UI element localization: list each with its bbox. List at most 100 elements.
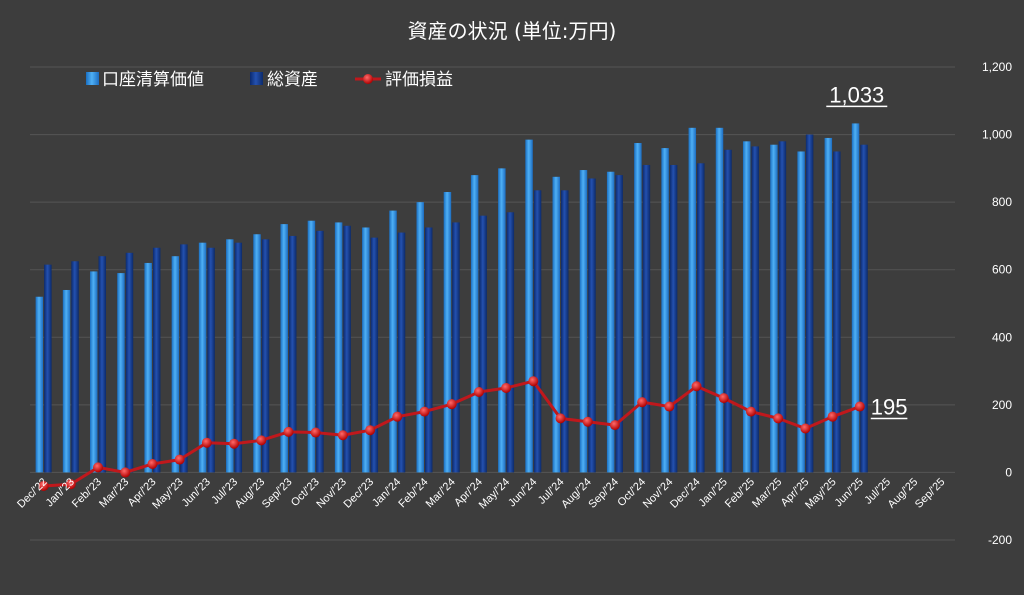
bar-total-assets (44, 264, 52, 473)
x-tick-label: Feb/'24 (396, 476, 430, 510)
legend-item-gain-loss: 評価損益 (355, 70, 453, 90)
bar-total-assets (751, 146, 759, 473)
y-tick-label: -200 (988, 533, 1012, 547)
bar-total-assets (261, 239, 270, 473)
bar-total-assets (288, 235, 297, 473)
x-tick-label: Mar/'25 (750, 476, 784, 510)
bar-account-value (552, 176, 561, 473)
x-tick-label: Sep/'23 (260, 476, 295, 511)
legend-item-total-assets: 総資産 (250, 70, 318, 90)
gain-loss-marker (147, 458, 158, 469)
bar-total-assets (343, 225, 351, 473)
bar-account-value (307, 220, 316, 473)
bar-account-value (606, 171, 615, 473)
bar-total-assets (152, 247, 161, 473)
gain-loss-marker (392, 411, 403, 422)
legend-item-account-value: 口座清算価値 (86, 70, 204, 90)
bar-account-value (62, 289, 71, 473)
bar-account-value (824, 137, 833, 473)
x-tick-label: Dec/'23 (342, 476, 377, 511)
gain-loss-marker (473, 387, 484, 398)
gain-loss-marker (446, 399, 457, 410)
bar-account-value (362, 227, 370, 473)
x-tick-label: Jun/'23 (180, 476, 213, 509)
bar-account-value (90, 271, 98, 473)
legend-label-total-assets: 総資産 (267, 70, 318, 90)
gain-loss-marker (38, 480, 49, 491)
gain-loss-marker (365, 425, 376, 436)
gridlines (30, 66, 955, 541)
y-tick-label: 400 (992, 330, 1012, 344)
bar-total-assets (697, 163, 705, 473)
y-tick-label: 1,200 (982, 60, 1012, 74)
gain-loss-marker (65, 479, 76, 490)
x-tick-label: Dec/'22 (15, 476, 50, 511)
gain-loss-marker (419, 406, 430, 417)
bar-total-assets (588, 178, 596, 473)
gain-loss-marker (854, 401, 865, 412)
bar-account-value (443, 192, 452, 473)
gain-loss-marker (555, 413, 566, 424)
bar-account-value (470, 175, 479, 473)
bar-account-value (35, 296, 44, 473)
y-tick-label: 800 (992, 195, 1012, 209)
gain-loss-marker (174, 454, 185, 465)
bar-total-assets (778, 141, 787, 473)
y-tick-label: 200 (992, 398, 1012, 412)
gain-loss-line (38, 376, 865, 491)
bar-account-value (525, 139, 533, 473)
x-tick-label: Mar/'23 (97, 476, 131, 510)
gain-loss-marker (773, 413, 784, 424)
legend: 口座清算価値 総資産 評価損益 (86, 70, 453, 90)
bar-account-value (198, 242, 207, 473)
legend-swatch-total-assets (250, 72, 263, 85)
bar-total-assets (479, 215, 487, 473)
bar-total-assets (561, 190, 569, 473)
bar-total-assets (98, 256, 107, 473)
gain-loss-marker (691, 381, 702, 392)
bar-total-assets (71, 261, 79, 473)
bar-account-value (851, 123, 860, 473)
bar-account-value (688, 127, 697, 473)
gain-loss-marker (528, 376, 539, 387)
bar-account-value (253, 234, 261, 473)
bar-account-value (579, 170, 588, 473)
bar-total-assets (207, 247, 215, 473)
gain-loss-marker (501, 382, 512, 393)
bar-total-assets (506, 212, 515, 473)
bar-account-value (171, 256, 180, 473)
bar-total-assets (642, 164, 651, 473)
bar-account-value (797, 151, 805, 473)
bar-total-assets (533, 190, 542, 473)
gain-loss-marker (93, 462, 104, 473)
gain-loss-marker (201, 437, 212, 448)
x-tick-label: Sep/'25 (913, 476, 948, 511)
gain-loss-marker (120, 467, 131, 478)
bar-account-value (634, 143, 642, 473)
gain-loss-marker (827, 411, 838, 422)
x-tick-label: Mar/'24 (424, 476, 458, 510)
legend-label-account-value: 口座清算価値 (102, 70, 204, 90)
gain-loss-marker (582, 416, 593, 427)
gain-loss-polyline (43, 379, 861, 488)
bar-account-value (498, 168, 506, 473)
gain-loss-marker (256, 435, 267, 446)
annotations: 1,033 195 (826, 82, 908, 420)
x-tick-label: Jun/'25 (833, 476, 866, 509)
legend-swatch-account-value (86, 72, 99, 85)
bars (35, 123, 868, 473)
gain-loss-marker (310, 427, 321, 438)
bar-total-assets (860, 144, 868, 473)
callout-label: 1,033 (829, 82, 884, 107)
bar-account-value (144, 262, 152, 473)
callout-label: 195 (871, 395, 908, 420)
gain-loss-marker (229, 438, 240, 449)
bar-total-assets (125, 252, 134, 473)
x-tick-label: May/'25 (803, 476, 838, 511)
gain-loss-marker (283, 426, 294, 437)
bar-total-assets (370, 237, 379, 473)
gain-loss-marker (337, 430, 348, 441)
x-tick-label: Dec/'24 (668, 476, 703, 511)
x-tick-label: Jun/'24 (506, 476, 539, 509)
